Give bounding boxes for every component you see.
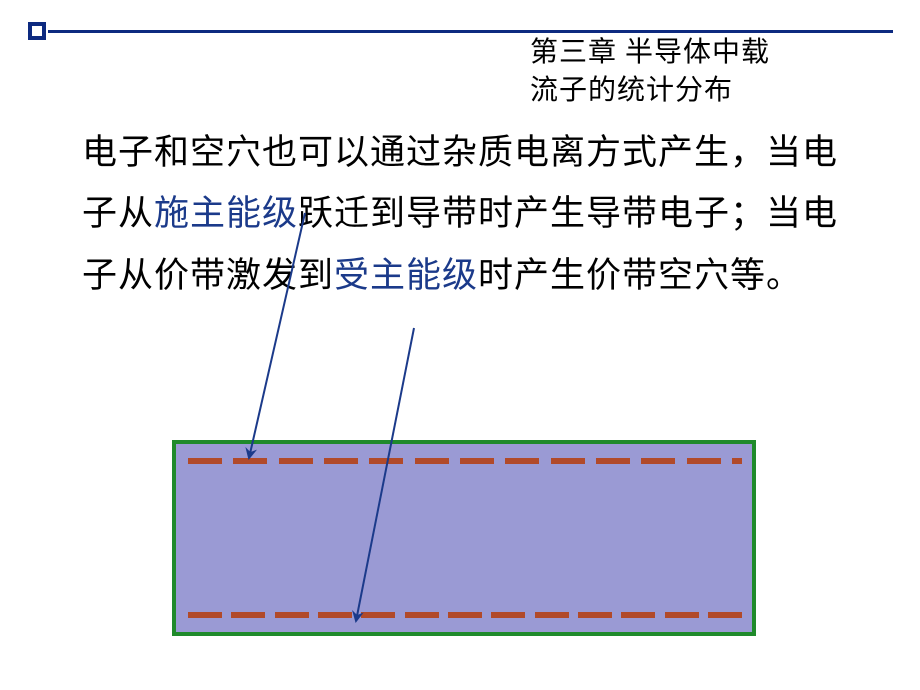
dash-segment [491,612,525,618]
donor-level-term: 施主能级 [154,194,298,233]
header-rule [48,30,893,33]
dash-segment [361,612,395,618]
dash-segment [641,458,675,464]
dash-segment [188,612,222,618]
dash-segment [318,612,352,618]
bullet-marker [28,22,46,40]
dash-segment [621,612,655,618]
dash-segment [369,458,403,464]
band-diagram [172,440,756,636]
dash-segment [578,612,612,618]
dash-segment [448,612,482,618]
dash-segment [460,458,494,464]
dash-segment [596,458,630,464]
dash-segment [708,612,742,618]
dash-segment [275,612,309,618]
body-seg3: 时产生价带空穴等。 [478,256,802,295]
dash-segment [233,458,267,464]
dash-segment [279,458,313,464]
dash-segment [665,612,699,618]
acceptor-level-term: 受主能级 [334,256,478,295]
dash-segment [188,458,222,464]
dash-segment [551,458,585,464]
chapter-header-line2: 流子的统计分布 [530,75,733,106]
dash-segment [535,612,569,618]
dash-segment [231,612,265,618]
chapter-header: 第三章 半导体中载 流子的统计分布 [530,34,860,110]
bullet-inner [32,26,42,36]
acceptor-level-line [188,612,742,618]
dash-segment [405,612,439,618]
dash-segment [687,458,721,464]
donor-level-line [188,458,742,464]
body-paragraph: 电子和空穴也可以通过杂质电离方式产生，当电子从施主能级跃迁到导带时产生导带电子；… [82,122,852,306]
dash-segment [415,458,449,464]
dash-segment [505,458,539,464]
chapter-header-line1: 第三章 半导体中载 [530,37,770,68]
dash-segment [324,458,358,464]
dash-segment [732,458,742,464]
